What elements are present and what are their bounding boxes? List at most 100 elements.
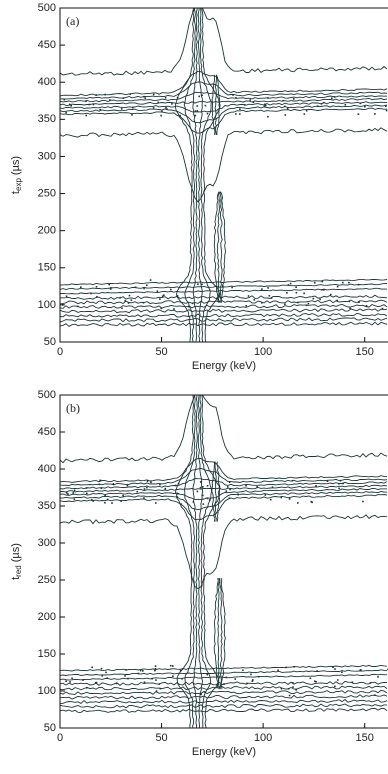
y-axis-label: tred (µs) (10, 543, 23, 580)
contour-speck (305, 109, 308, 112)
plot-frame (59, 394, 388, 729)
contour-line (60, 312, 388, 318)
contour-speck (158, 683, 161, 685)
contour-speck (170, 664, 172, 667)
contour-speck (152, 107, 155, 109)
contour-line (216, 461, 221, 522)
x-tick-label: 0 (57, 732, 63, 744)
contour-speck (170, 288, 172, 291)
panel-label: (b) (66, 401, 80, 415)
contour-speck (176, 96, 179, 99)
contour-speck (267, 287, 269, 289)
contour-speck (144, 97, 147, 99)
contour-speck (334, 685, 336, 688)
contour-speck (267, 97, 269, 99)
contour-speck (146, 480, 149, 482)
y-tick-label: 50 (44, 722, 56, 734)
contour-speck (143, 681, 146, 684)
contour-speck (131, 114, 133, 116)
contour-speck (287, 284, 290, 286)
contour-speck (310, 500, 312, 503)
contour-line (60, 458, 387, 483)
y-tick-label: 500 (38, 389, 56, 401)
contour-speck (109, 99, 111, 101)
y-tick-label: 100 (38, 685, 56, 697)
contour-speck (202, 486, 204, 488)
contour-speck (76, 305, 79, 308)
contour-speck (176, 496, 179, 498)
contour-speck (125, 669, 127, 671)
contour-speck (115, 682, 118, 685)
contour-speck (286, 107, 289, 110)
y-label-unit: (µs) (10, 543, 22, 562)
contour-lines (60, 8, 388, 342)
contour-speck (197, 283, 199, 285)
contour-speck (119, 296, 121, 299)
contour-line (60, 514, 388, 590)
contour-speck (143, 287, 145, 290)
contour-speck (295, 291, 298, 294)
y-label-base: t (10, 577, 22, 580)
contour-speck (338, 487, 340, 490)
contour-speck (73, 498, 76, 500)
contour-speck (159, 687, 162, 690)
contour-speck (269, 498, 272, 501)
contour-line (60, 488, 388, 501)
contour-speck (196, 490, 199, 493)
contour-line (60, 699, 388, 705)
y-label-subscript: red (14, 565, 23, 577)
contour-speck (261, 288, 263, 290)
y-tick-label: 100 (38, 299, 56, 311)
contour-speck (161, 110, 163, 113)
contour-speck (364, 105, 366, 108)
contour-line (217, 577, 221, 690)
contour-line (60, 101, 388, 113)
contour-line (197, 395, 204, 728)
contour-speck (179, 669, 182, 672)
contour-speck (139, 669, 142, 672)
contour-line (60, 98, 388, 106)
contour-line (60, 294, 388, 300)
contour-speck (331, 97, 333, 99)
contour-speck (332, 666, 334, 668)
contour-speck (357, 113, 360, 115)
contour-speck (198, 95, 200, 98)
contour-line (60, 308, 388, 314)
contour-speck (264, 494, 267, 496)
contour-line (60, 8, 388, 76)
contour-speck (146, 284, 148, 287)
contour-line (60, 685, 388, 691)
contour-speck (369, 682, 372, 684)
contour-speck (229, 488, 231, 491)
contour-speck (249, 99, 251, 101)
contour-speck (200, 693, 202, 696)
contour-speck (110, 287, 112, 289)
contour-speck (315, 485, 317, 487)
contour-speck (271, 486, 274, 488)
contour-speck (111, 502, 113, 504)
contour-speck (286, 292, 288, 294)
contour-speck (231, 286, 233, 289)
contour-speck (295, 689, 297, 691)
contour-speck (104, 501, 106, 504)
contour-speck (296, 301, 299, 304)
contour-speck (164, 96, 167, 99)
contour-speck (202, 494, 204, 497)
y-tick-label: 400 (38, 463, 56, 475)
contour-speck (179, 114, 181, 117)
contour-line (60, 91, 388, 103)
contour-line (214, 74, 217, 135)
contour-speck (288, 498, 291, 500)
contour-lines (60, 395, 388, 728)
contour-speck (95, 681, 98, 684)
contour-speck (295, 286, 297, 288)
contour-speck (222, 285, 224, 287)
contour-speck (239, 113, 241, 115)
contour-line (60, 395, 388, 464)
contour-speck (204, 104, 207, 107)
contour-speck (359, 102, 362, 105)
contour-speck (121, 307, 123, 310)
contour-speck (264, 104, 267, 107)
contour-speck (348, 281, 350, 284)
